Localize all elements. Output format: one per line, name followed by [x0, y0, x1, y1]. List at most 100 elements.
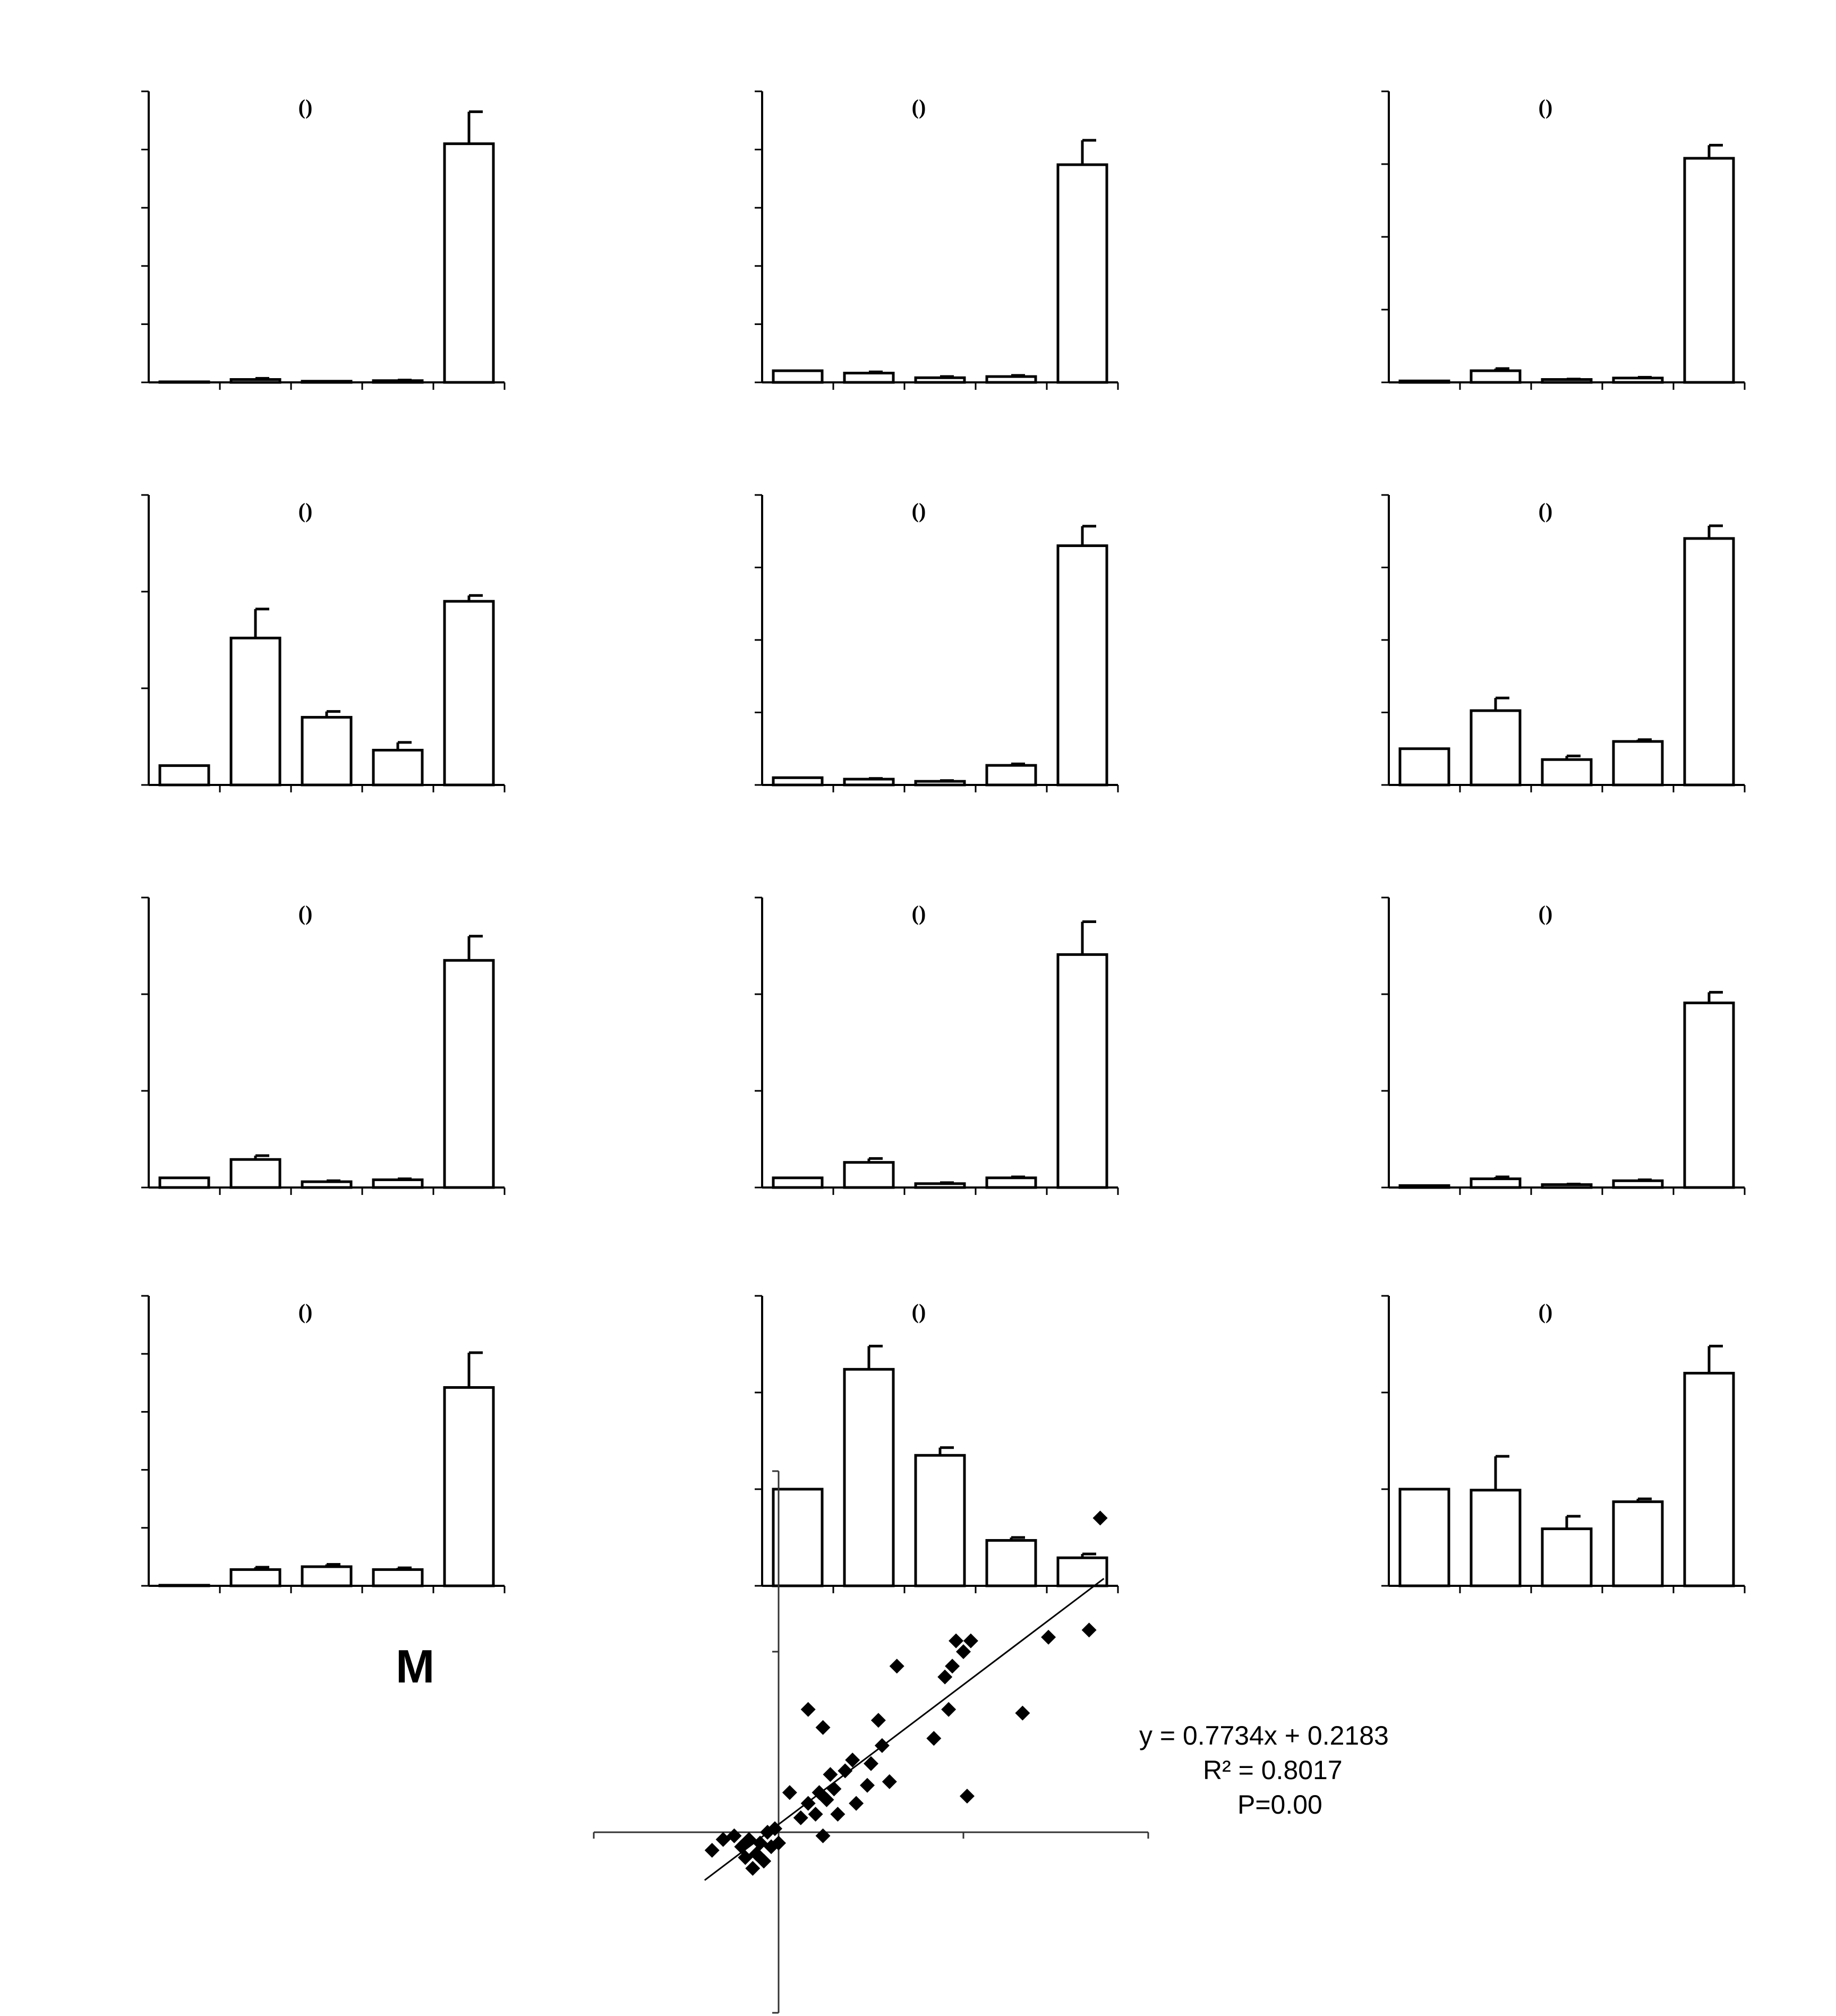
scatter-point: [771, 1835, 786, 1851]
bar: [229, 1158, 281, 1189]
scatter-point: [800, 1702, 816, 1717]
bar: [372, 748, 424, 787]
scatter-point: [800, 1796, 816, 1811]
bar-panel-g: (): [141, 896, 506, 1195]
scatter-point: [860, 1778, 875, 1793]
scatter-panel: M y = 0.7734x + 0.2183 R² = 0.8017 P=0.0…: [396, 1470, 1389, 2014]
bar: [1683, 1001, 1735, 1189]
scatter-body: [593, 1470, 1149, 2014]
scatter-point: [941, 1702, 957, 1717]
gene-label: (): [298, 901, 313, 925]
gene-label: (): [912, 1300, 926, 1323]
scatter-point: [874, 1738, 890, 1753]
gene-paren-open: (: [912, 1300, 919, 1323]
regression-equation: y = 0.7734x + 0.2183: [1139, 1721, 1389, 1750]
gene-label: (): [1539, 1300, 1553, 1323]
scatter-point: [815, 1828, 831, 1843]
gene-paren-close: ): [305, 499, 312, 523]
scatter-point: [826, 1781, 842, 1797]
bar: [229, 1568, 281, 1587]
scatter-point: [745, 1861, 761, 1876]
bar: [301, 716, 353, 787]
scatter-point: [808, 1807, 823, 1822]
gene-paren-open: (: [1539, 901, 1545, 925]
gene-label: (): [1539, 95, 1553, 119]
bar: [443, 600, 495, 787]
bar: [158, 1584, 210, 1587]
gene-paren-close: ): [919, 499, 926, 523]
gene-label: (): [298, 1300, 313, 1323]
scatter-point: [753, 1835, 768, 1851]
scatter-point: [849, 1796, 864, 1811]
scatter-point: [741, 1832, 757, 1847]
gene-paren-open: (: [912, 901, 919, 925]
scatter-point: [926, 1731, 942, 1746]
bar: [843, 1161, 895, 1189]
bar: [301, 1565, 353, 1587]
scatter-point: [767, 1821, 783, 1836]
bar: [1398, 747, 1450, 787]
gene-paren-open: (: [298, 95, 305, 119]
gene-paren-close: ): [305, 901, 312, 925]
bar: [1612, 1179, 1664, 1189]
bar-panels: ()()()()()()()()()()()(): [141, 90, 1746, 1593]
scatter-point: [1041, 1629, 1056, 1645]
bar: [1612, 377, 1664, 384]
bar: [772, 1176, 824, 1189]
bar: [985, 1176, 1037, 1189]
bar-panel-k: (): [755, 1295, 1119, 1593]
bar: [914, 376, 966, 384]
scatter-point: [819, 1792, 834, 1807]
scatter-point: [715, 1832, 731, 1847]
scatter-point: [1015, 1705, 1030, 1721]
bar: [1056, 163, 1108, 384]
bar-panel-j: (): [141, 1295, 506, 1593]
bar: [1683, 157, 1735, 384]
scatter-point: [823, 1767, 838, 1782]
scatter-point: [830, 1807, 846, 1822]
p-value-label: P=0.00: [1237, 1790, 1322, 1819]
gene-label: (): [912, 499, 926, 523]
scatter-point: [870, 1713, 886, 1728]
bar: [1683, 537, 1735, 787]
scatter-point: [1092, 1510, 1108, 1526]
gene-label: (): [912, 901, 926, 925]
gene-paren-close: ): [1545, 95, 1552, 119]
panel-letter-m: M: [396, 1640, 434, 1693]
scatter-point: [963, 1633, 978, 1648]
bar: [985, 764, 1037, 787]
bar: [914, 1454, 966, 1587]
r-squared-label: R² = 0.8017: [1203, 1755, 1343, 1785]
bar: [1056, 953, 1108, 1189]
gene-label: (): [1539, 901, 1553, 925]
bar: [443, 1386, 495, 1587]
bar: [914, 1182, 966, 1189]
bar-panel-i: (): [1381, 896, 1746, 1195]
bar: [1612, 1500, 1664, 1587]
scatter-point: [793, 1810, 808, 1825]
bar: [772, 776, 824, 787]
gene-paren-open: (: [1539, 95, 1545, 119]
gene-paren-close: ): [919, 95, 926, 119]
bar: [158, 764, 210, 787]
bar: [1541, 758, 1593, 787]
scatter-point: [815, 1720, 831, 1735]
scatter-point: [945, 1659, 960, 1674]
scatter-point: [956, 1644, 971, 1659]
bar: [301, 1180, 353, 1189]
bar-panel-d: (): [141, 494, 506, 792]
gene-label: (): [298, 95, 313, 119]
bar: [985, 1539, 1037, 1587]
scatter-point: [949, 1633, 964, 1648]
bar: [1541, 1527, 1593, 1587]
scatter-point: [864, 1756, 878, 1771]
bar: [1470, 1177, 1522, 1189]
gene-paren-open: (: [1539, 499, 1545, 523]
gene-paren-close: ): [305, 1300, 312, 1323]
gene-paren-close: ): [1545, 901, 1552, 925]
scatter-point: [704, 1843, 720, 1858]
scatter-point: [882, 1774, 897, 1789]
bar: [1470, 709, 1522, 787]
bar-panel-l: (): [1381, 1295, 1746, 1593]
